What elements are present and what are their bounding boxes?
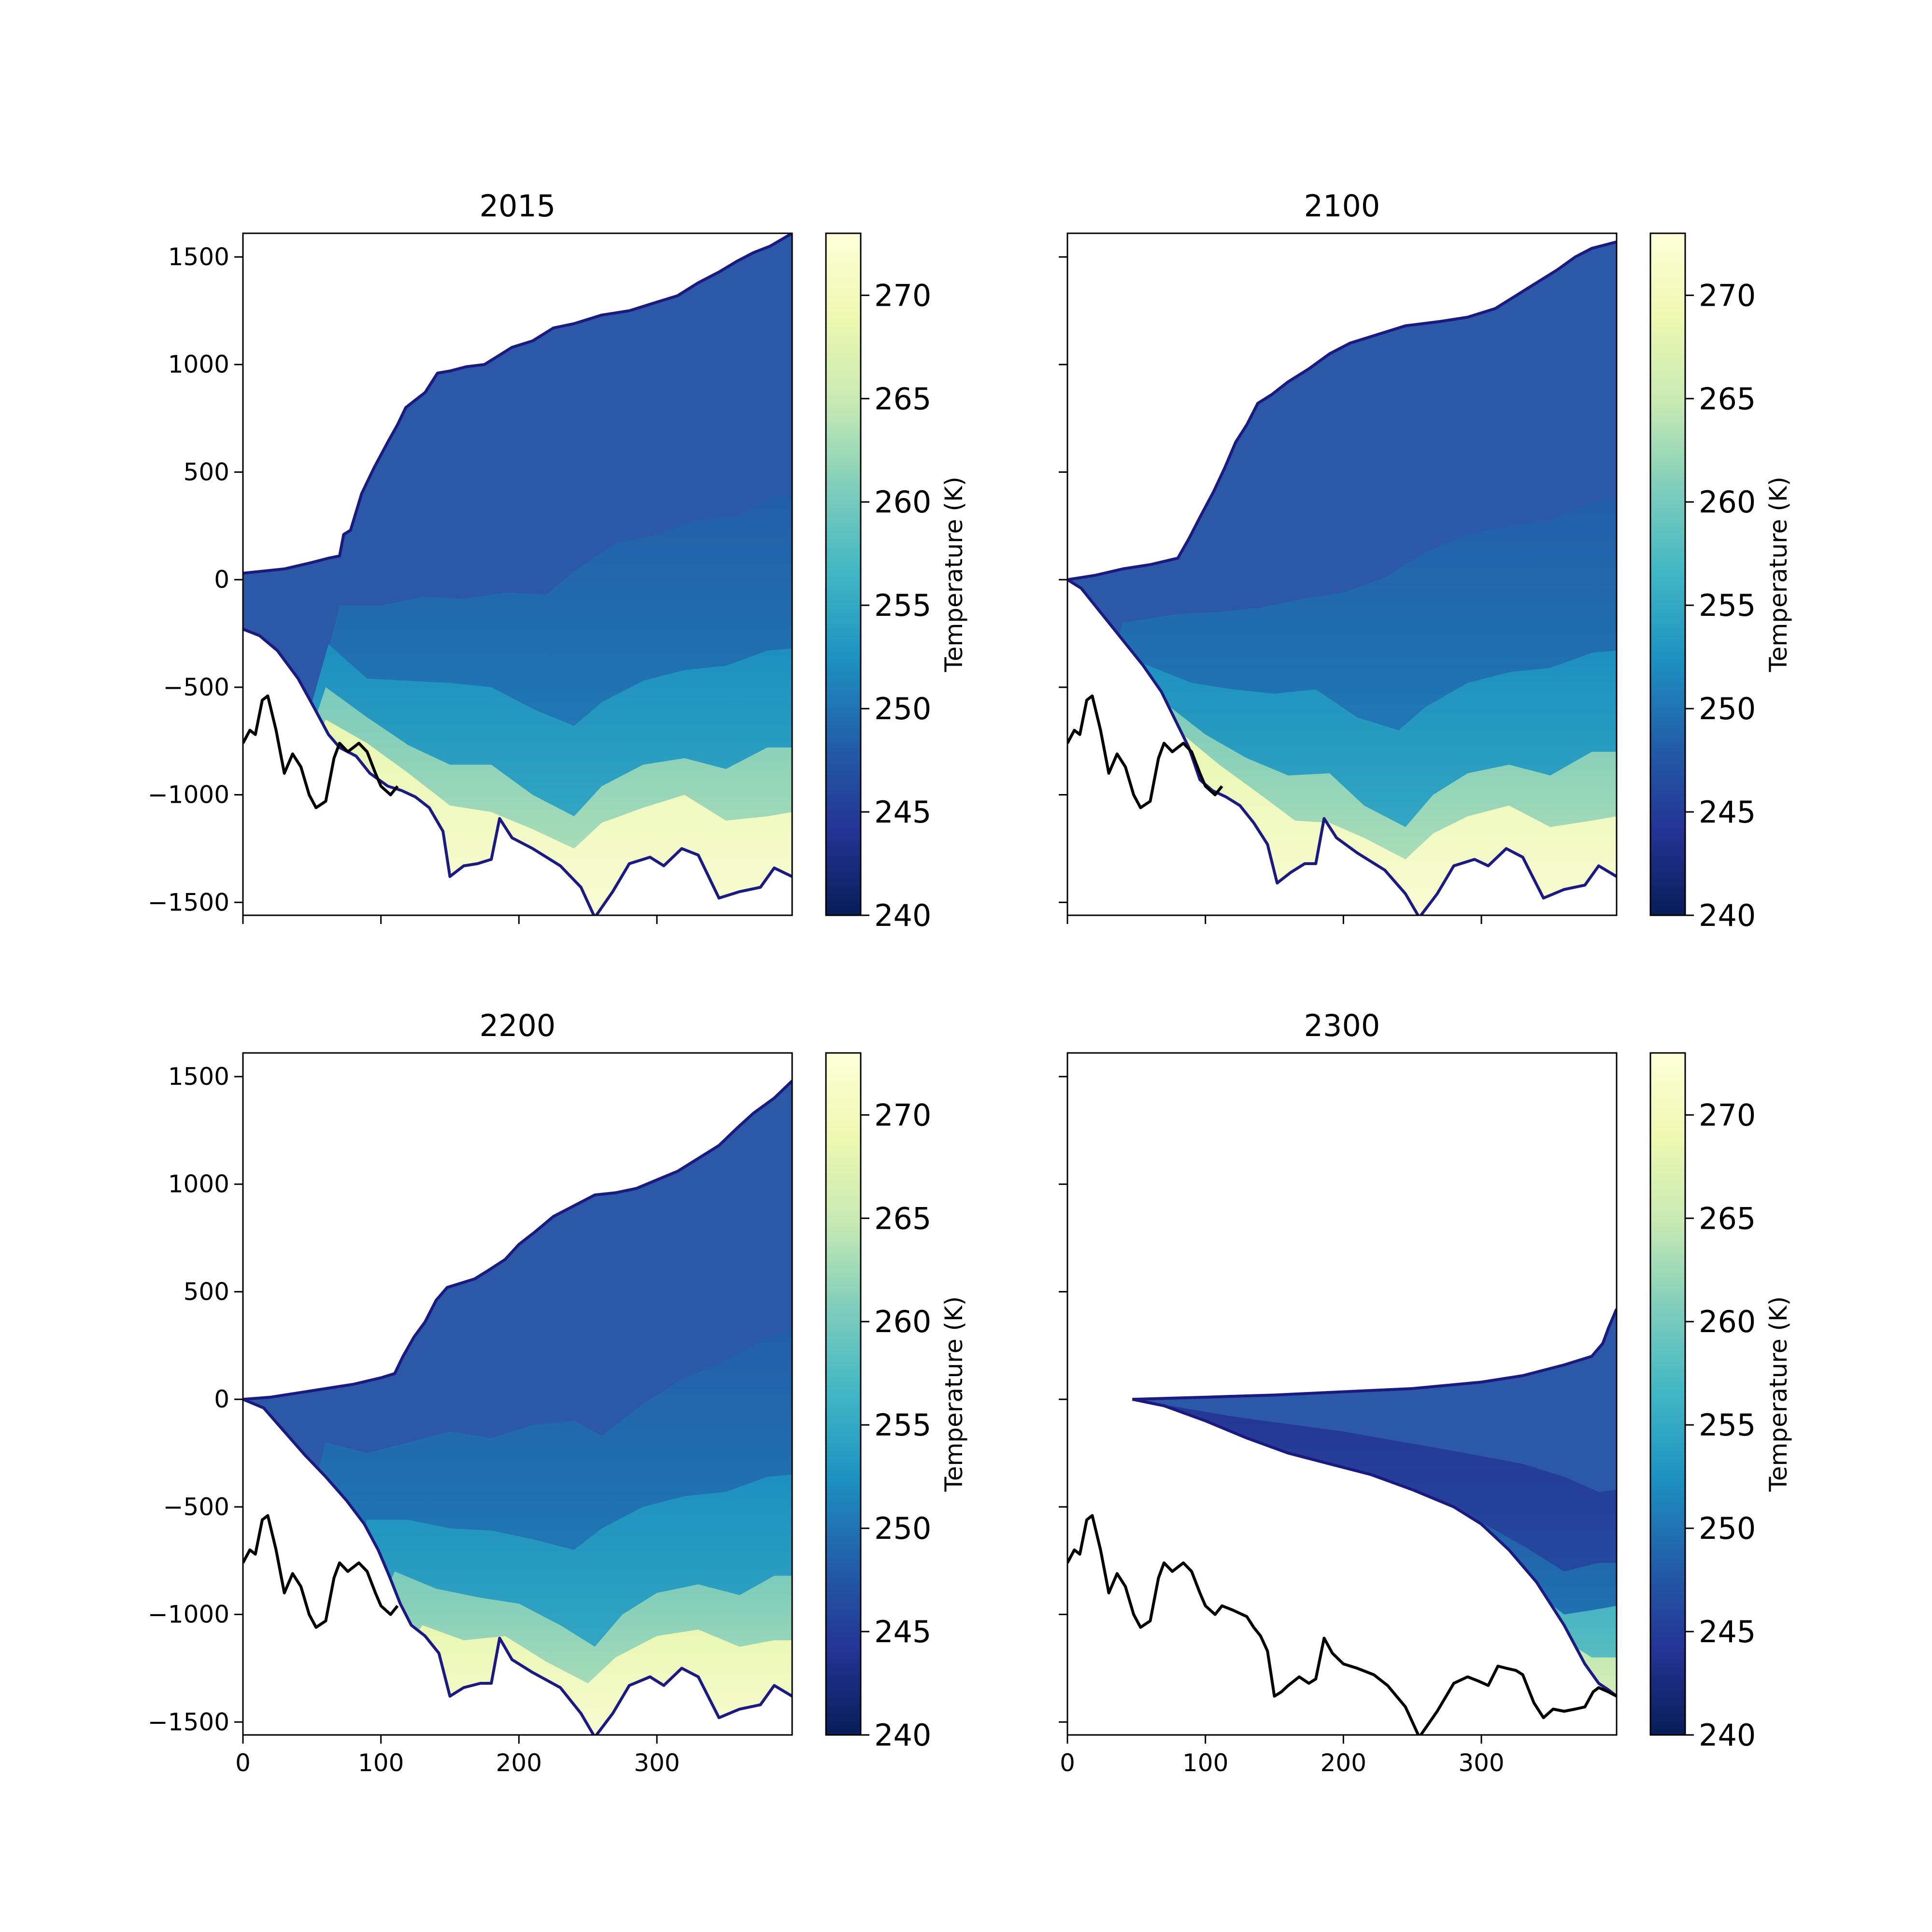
panel-1-colorbar-tick-label: 270 (1699, 278, 1756, 313)
panel-1-plot-area (1067, 240, 1617, 915)
panel-1-colorbar-tick-label: 255 (1699, 588, 1756, 623)
panel-2-ytick-label: 1500 (168, 1063, 229, 1091)
panel-2-xtick-label: 200 (496, 1749, 542, 1777)
panel-2-xtick-label: 100 (358, 1749, 404, 1777)
panel-3-colorbar (1649, 1052, 1686, 1736)
panel-3-title: 2300 (1304, 1008, 1380, 1043)
panel-3-axes-frame (1066, 1052, 1618, 1736)
panel-2-axes-frame (242, 1052, 793, 1736)
panel-0-ytick-label: 500 (184, 458, 229, 486)
panel-2-colorbar-tick-label: 260 (874, 1304, 931, 1339)
panel-1-colorbar-tick-label: 260 (1699, 484, 1756, 520)
panel-3-ice-surface-line (1132, 1308, 1617, 1401)
panel-0-ice-base-line (243, 627, 792, 915)
panel-2-ytick-label: 0 (214, 1385, 229, 1413)
panel-3-xtick-label: 200 (1321, 1749, 1366, 1777)
panel-1-colorbar-tick-label: 250 (1699, 691, 1756, 726)
panel-0-ytick-label: −1500 (148, 888, 229, 916)
panel-0-colorbar-tick-label: 245 (874, 795, 931, 830)
panel-2-ytick-label: −1000 (148, 1601, 229, 1629)
panel-2-bed-line (243, 1514, 399, 1629)
panel-1-colorbar-tick-label: 240 (1699, 898, 1756, 933)
panel-3-bed-line (1067, 1514, 1617, 1735)
panel-0-colorbar-tick-label: 255 (874, 588, 931, 623)
panel-3-xtick-label: 100 (1182, 1749, 1228, 1777)
panel-2-ytick-label: 500 (184, 1278, 229, 1306)
panel-2-ytick-label: 1000 (168, 1170, 229, 1198)
panel-2-colorbar-tick-label: 240 (874, 1718, 931, 1753)
panel-0-colorbar-tick-label: 260 (874, 484, 931, 520)
panel-2-colorbar-tick-label: 255 (874, 1407, 931, 1443)
panel-2-colorbar-tick-label: 270 (874, 1097, 931, 1133)
panel-3-colorbar-tick-label: 245 (1699, 1614, 1756, 1649)
panel-3-plot-area (1067, 1308, 1617, 1735)
panel-3-colorbar-tick-label: 250 (1699, 1511, 1756, 1546)
panel-0-ytick-label: −1000 (148, 781, 229, 809)
panel-1-axes-frame (1066, 232, 1618, 916)
panel-0-ytick-label: 0 (214, 566, 229, 594)
panel-0-ytick-label: 1000 (168, 351, 229, 379)
panel-1-colorbar (1649, 232, 1686, 916)
panel-2-ice-surface-line (243, 1080, 792, 1401)
panel-3-colorbar-tick-label: 265 (1699, 1201, 1756, 1236)
panel-2-colorbar (825, 1052, 862, 1736)
panel-1-ice-surface-line (1067, 240, 1617, 582)
panel-2-colorbar-tick-label: 245 (874, 1614, 931, 1649)
panel-0-colorbar-tick-label: 270 (874, 278, 931, 313)
panel-2-ytick-label: −1500 (148, 1708, 229, 1736)
panel-1-title: 2100 (1304, 188, 1380, 224)
panel-2-colorbar-tick-label: 265 (874, 1201, 931, 1236)
panel-3-colorbar-tick-label: 255 (1699, 1407, 1756, 1443)
panel-0-ytick-label: 1500 (168, 243, 229, 271)
panel-0-colorbar-title: Temperature (K) (940, 477, 968, 672)
panel-1-ice-base-line (1067, 578, 1617, 915)
panel-2-title: 2200 (480, 1008, 556, 1043)
panel-0-colorbar (825, 232, 862, 916)
panel-2-plot-area (243, 1080, 792, 1735)
panel-0-axes-frame (242, 232, 793, 916)
panel-0-colorbar-tick-label: 250 (874, 691, 931, 726)
panel-0-colorbar-tick-label: 265 (874, 381, 931, 416)
panel-1-colorbar-tick-label: 265 (1699, 381, 1756, 416)
panel-3-xtick-label: 300 (1458, 1749, 1504, 1777)
panel-3-colorbar-tick-label: 260 (1699, 1304, 1756, 1339)
panel-3-ice-base-line (1132, 1398, 1617, 1698)
panel-1-colorbar-tick-label: 245 (1699, 795, 1756, 830)
panel-2-ytick-label: −500 (163, 1493, 229, 1521)
panel-0-colorbar-tick-label: 240 (874, 898, 931, 933)
panel-2-colorbar-tick-label: 250 (874, 1511, 931, 1546)
panel-1-bed-line (1067, 694, 1223, 810)
panel-2-xtick-label: 300 (634, 1749, 680, 1777)
panel-3-colorbar-title: Temperature (K) (1764, 1296, 1792, 1492)
panel-3-xtick-label: 0 (1060, 1749, 1075, 1777)
panel-0-bed-line (243, 694, 399, 810)
panel-3-isotherm-band-3 (1481, 1640, 1617, 1696)
panel-2-ice-base-line (243, 1398, 792, 1735)
panel-0-plot-area (243, 233, 792, 915)
panel-2-colorbar-title: Temperature (K) (940, 1296, 968, 1492)
panel-0-title: 2015 (480, 188, 556, 224)
panel-1-colorbar-title: Temperature (K) (1764, 477, 1792, 672)
panel-3-ice-body (1132, 1309, 1617, 1696)
panel-3-colorbar-tick-label: 240 (1699, 1718, 1756, 1753)
panel-0-ytick-label: −500 (163, 673, 229, 701)
panel-3-colorbar-tick-label: 270 (1699, 1097, 1756, 1133)
panel-0-ice-surface-line (243, 233, 792, 575)
panel-2-xtick-label: 0 (235, 1749, 251, 1777)
